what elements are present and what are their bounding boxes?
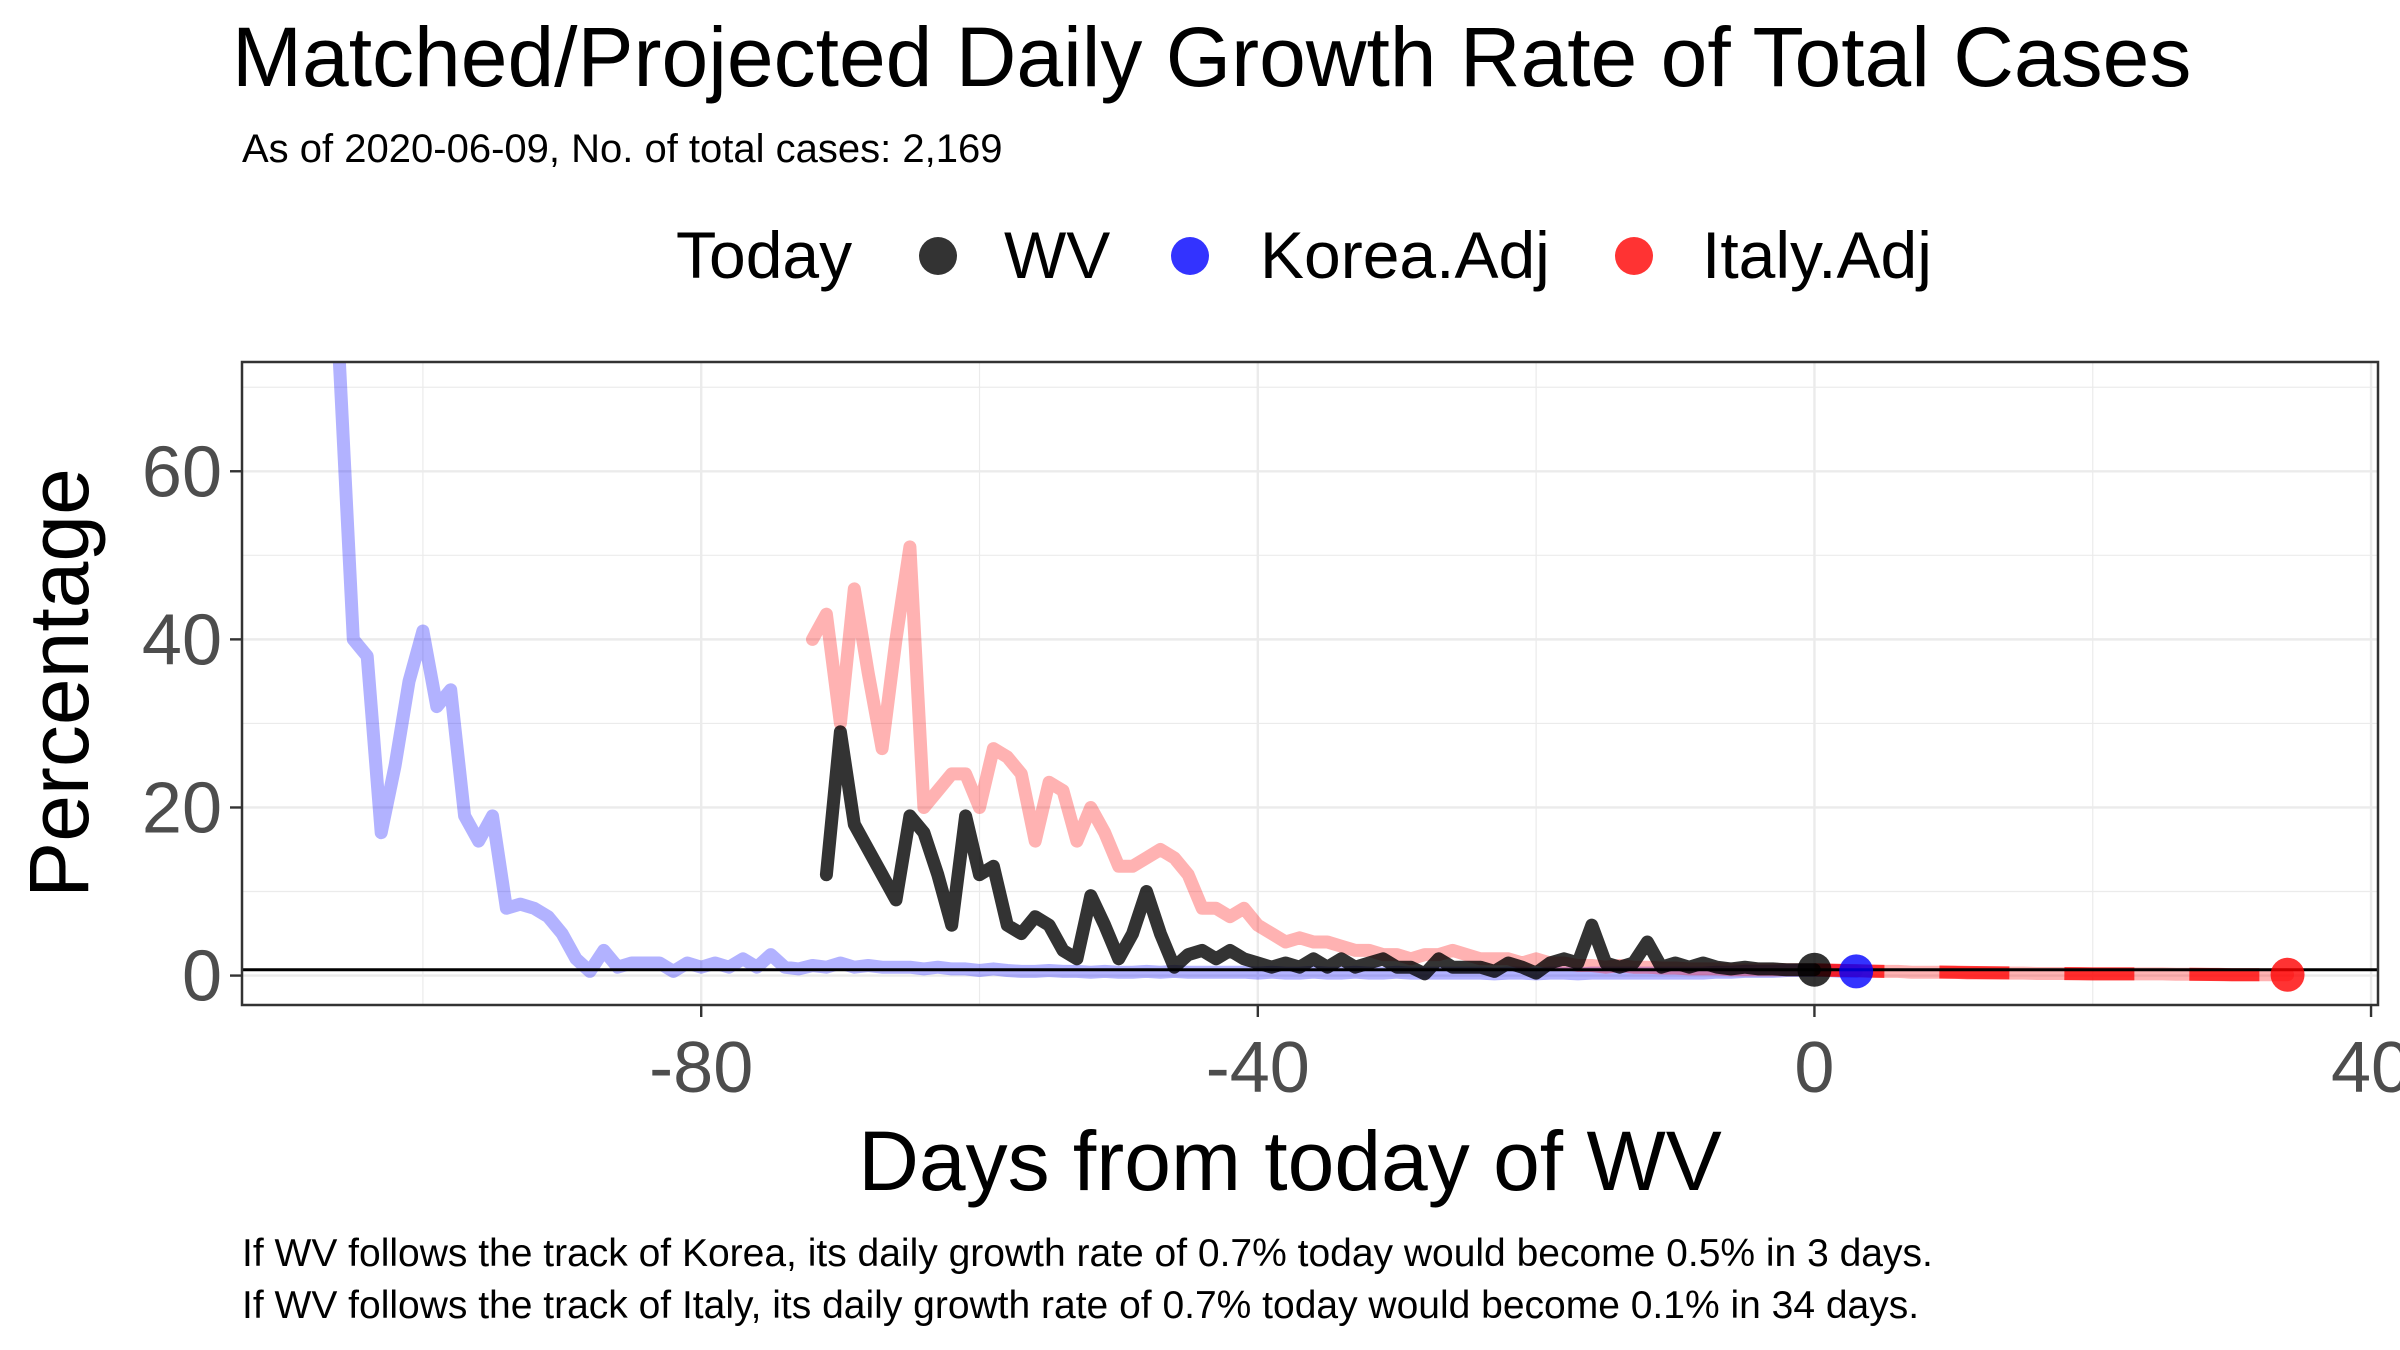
y-tick-label: 0 xyxy=(182,937,222,1017)
x-tick-label: 0 xyxy=(1794,1028,1834,1108)
legend-key-korea xyxy=(1171,237,1209,275)
x-tick-label: 40 xyxy=(2331,1028,2400,1108)
series-layer xyxy=(242,362,2378,982)
caption-italy: If WV follows the track of Italy, its da… xyxy=(242,1284,1919,1327)
x-axis-title: Days from today of WV xyxy=(858,1114,1722,1208)
today-points xyxy=(1797,952,2305,992)
legend-title: Today xyxy=(676,218,852,292)
legend-key-italy xyxy=(1615,237,1653,275)
panel-border xyxy=(240,360,2380,1007)
legend-label-korea: Korea.Adj xyxy=(1260,218,1550,292)
today-point-wv xyxy=(1797,952,1832,987)
legend: Today WV Korea.Adj Italy.Adj xyxy=(676,218,1932,292)
legend-label-wv: WV xyxy=(1004,218,1110,292)
y-tick-label: 20 xyxy=(142,768,222,848)
today-point-italy-adj xyxy=(2270,957,2305,992)
y-tick-label: 40 xyxy=(142,600,222,680)
legend-key-wv xyxy=(919,237,957,275)
series-line-italy-adj-projected xyxy=(1814,963,2288,982)
y-tick-label: 60 xyxy=(142,432,222,512)
y-axis-title: Percentage xyxy=(12,468,106,898)
today-point-korea-adj xyxy=(1839,954,1874,989)
grid xyxy=(242,362,2378,1005)
x-tick-label: -80 xyxy=(649,1028,753,1108)
caption-korea: If WV follows the track of Korea, its da… xyxy=(242,1232,1933,1275)
chart-title: Matched/Projected Daily Growth Rate of T… xyxy=(232,10,2191,104)
axis-ticks: -80 -40 0 40 0 20 40 60 xyxy=(142,432,2400,1108)
chart-subtitle: As of 2020-06-09, No. of total cases: 2,… xyxy=(242,127,1002,171)
x-tick-label: -40 xyxy=(1206,1028,1310,1108)
series-line-wv xyxy=(819,725,1821,981)
series-line-korea-adj xyxy=(332,362,1863,981)
legend-label-italy: Italy.Adj xyxy=(1702,218,1932,292)
